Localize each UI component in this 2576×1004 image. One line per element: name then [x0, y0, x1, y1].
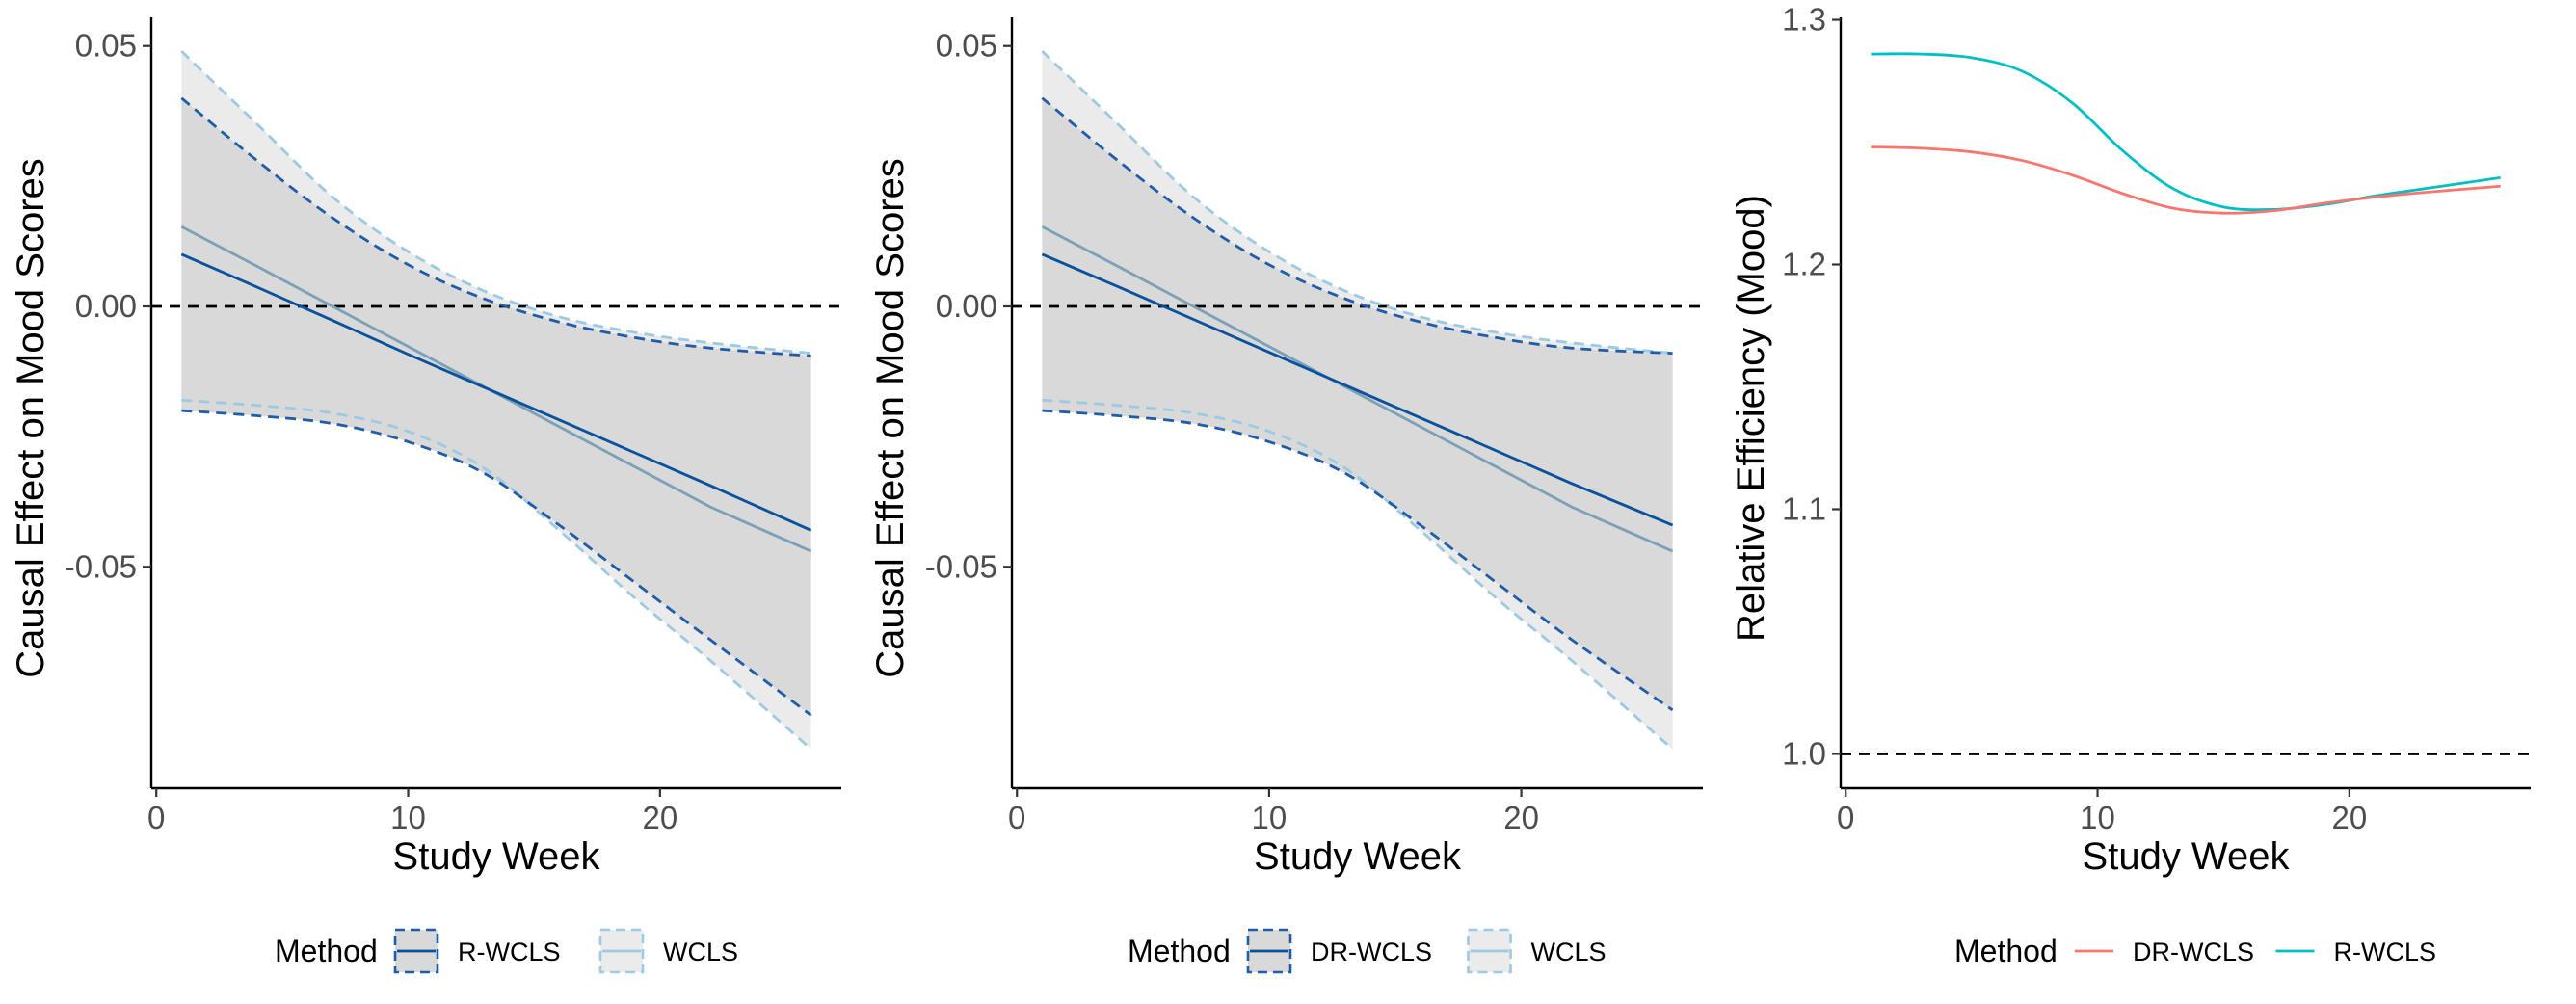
series-line-dr-wcls	[1041, 252, 1674, 527]
series-line-wcls	[1041, 225, 1674, 553]
ci-upper-line-r-wcls	[180, 96, 811, 357]
y-tick-label: 0.05	[75, 28, 137, 64]
legend-title: Method	[1954, 934, 2058, 968]
panel-relative-efficiency: 1.3 1.2 1.1 1.0 0 10 20 Study Week Relative Effi…	[1730, 2, 2531, 968]
legend-label: DR-WCLS	[1311, 938, 1432, 966]
y-tick-label: -0.05	[65, 548, 137, 584]
y-tick-label: -0.05	[925, 548, 997, 584]
ci-upper-line-dr-wcls	[1041, 96, 1673, 356]
y-tick-label: 1.0	[1782, 735, 1826, 771]
y-tick-label: 1.1	[1782, 490, 1826, 526]
y-axis-title: Relative Efficiency (Mood)	[1730, 195, 1772, 642]
legend: Method DR-WCLS WCLS	[1128, 928, 1607, 974]
legend: Method R-WCLS WCLS	[275, 928, 738, 974]
x-tick-label: 10	[2080, 800, 2115, 835]
x-tick-label: 10	[1252, 800, 1288, 835]
legend-label: WCLS	[663, 938, 738, 966]
x-tick-label: 0	[1837, 800, 1854, 835]
legend-label: R-WCLS	[2334, 938, 2437, 966]
ci-lower-line-dr-wcls	[1042, 409, 1674, 712]
y-tick-label: 0.00	[936, 288, 997, 324]
ci-lower-line-wcls	[1042, 398, 1674, 751]
x-tick-label: 20	[1503, 800, 1539, 835]
legend-title: Method	[1128, 934, 1231, 968]
y-tick-label: 0.00	[75, 288, 137, 324]
y-axis-title: Causal Effect on Mood Scores	[10, 158, 52, 678]
x-tick-label: 0	[1008, 800, 1025, 835]
ci-upper-line-wcls	[180, 50, 811, 356]
ci-lower-line-r-wcls	[181, 409, 812, 717]
legend-label: R-WCLS	[458, 938, 561, 966]
series-line-r-wcls	[1871, 52, 2501, 212]
series-line-dr-wcls	[1871, 145, 2501, 215]
x-axis-title: Study Week	[2083, 835, 2291, 878]
series-line-r-wcls	[180, 252, 812, 532]
x-axis-title: Study Week	[393, 835, 601, 878]
legend-label: WCLS	[1531, 938, 1607, 966]
panel-causal-effect-r-wcls: 0.05 0.00 -0.05 0 10 20 Study Week Causal Effec…	[10, 17, 841, 974]
confidence-band-r-wcls	[181, 97, 811, 716]
y-tick-label: 1.2	[1782, 247, 1826, 282]
x-axis-title: Study Week	[1254, 835, 1462, 878]
x-tick-label: 10	[390, 800, 426, 835]
y-axis-title: Causal Effect on Mood Scores	[869, 158, 912, 678]
legend-title: Method	[275, 934, 378, 968]
x-tick-label: 20	[2331, 800, 2367, 835]
y-tick-label: 0.05	[936, 28, 997, 64]
legend-label: DR-WCLS	[2133, 938, 2254, 966]
x-tick-label: 0	[147, 800, 165, 835]
x-tick-label: 20	[642, 800, 677, 835]
confidence-band-dr-wcls	[1042, 97, 1673, 710]
ci-upper-line-wcls	[1041, 50, 1673, 356]
legend: Method DR-WCLS R-WCLS	[1954, 934, 2436, 968]
panel-causal-effect-dr-wcls: 0.05 0.00 -0.05 0 10 20 Study Week Causal Effec…	[869, 17, 1703, 974]
ci-lower-line-wcls	[181, 398, 812, 751]
y-tick-label: 1.3	[1782, 2, 1826, 38]
